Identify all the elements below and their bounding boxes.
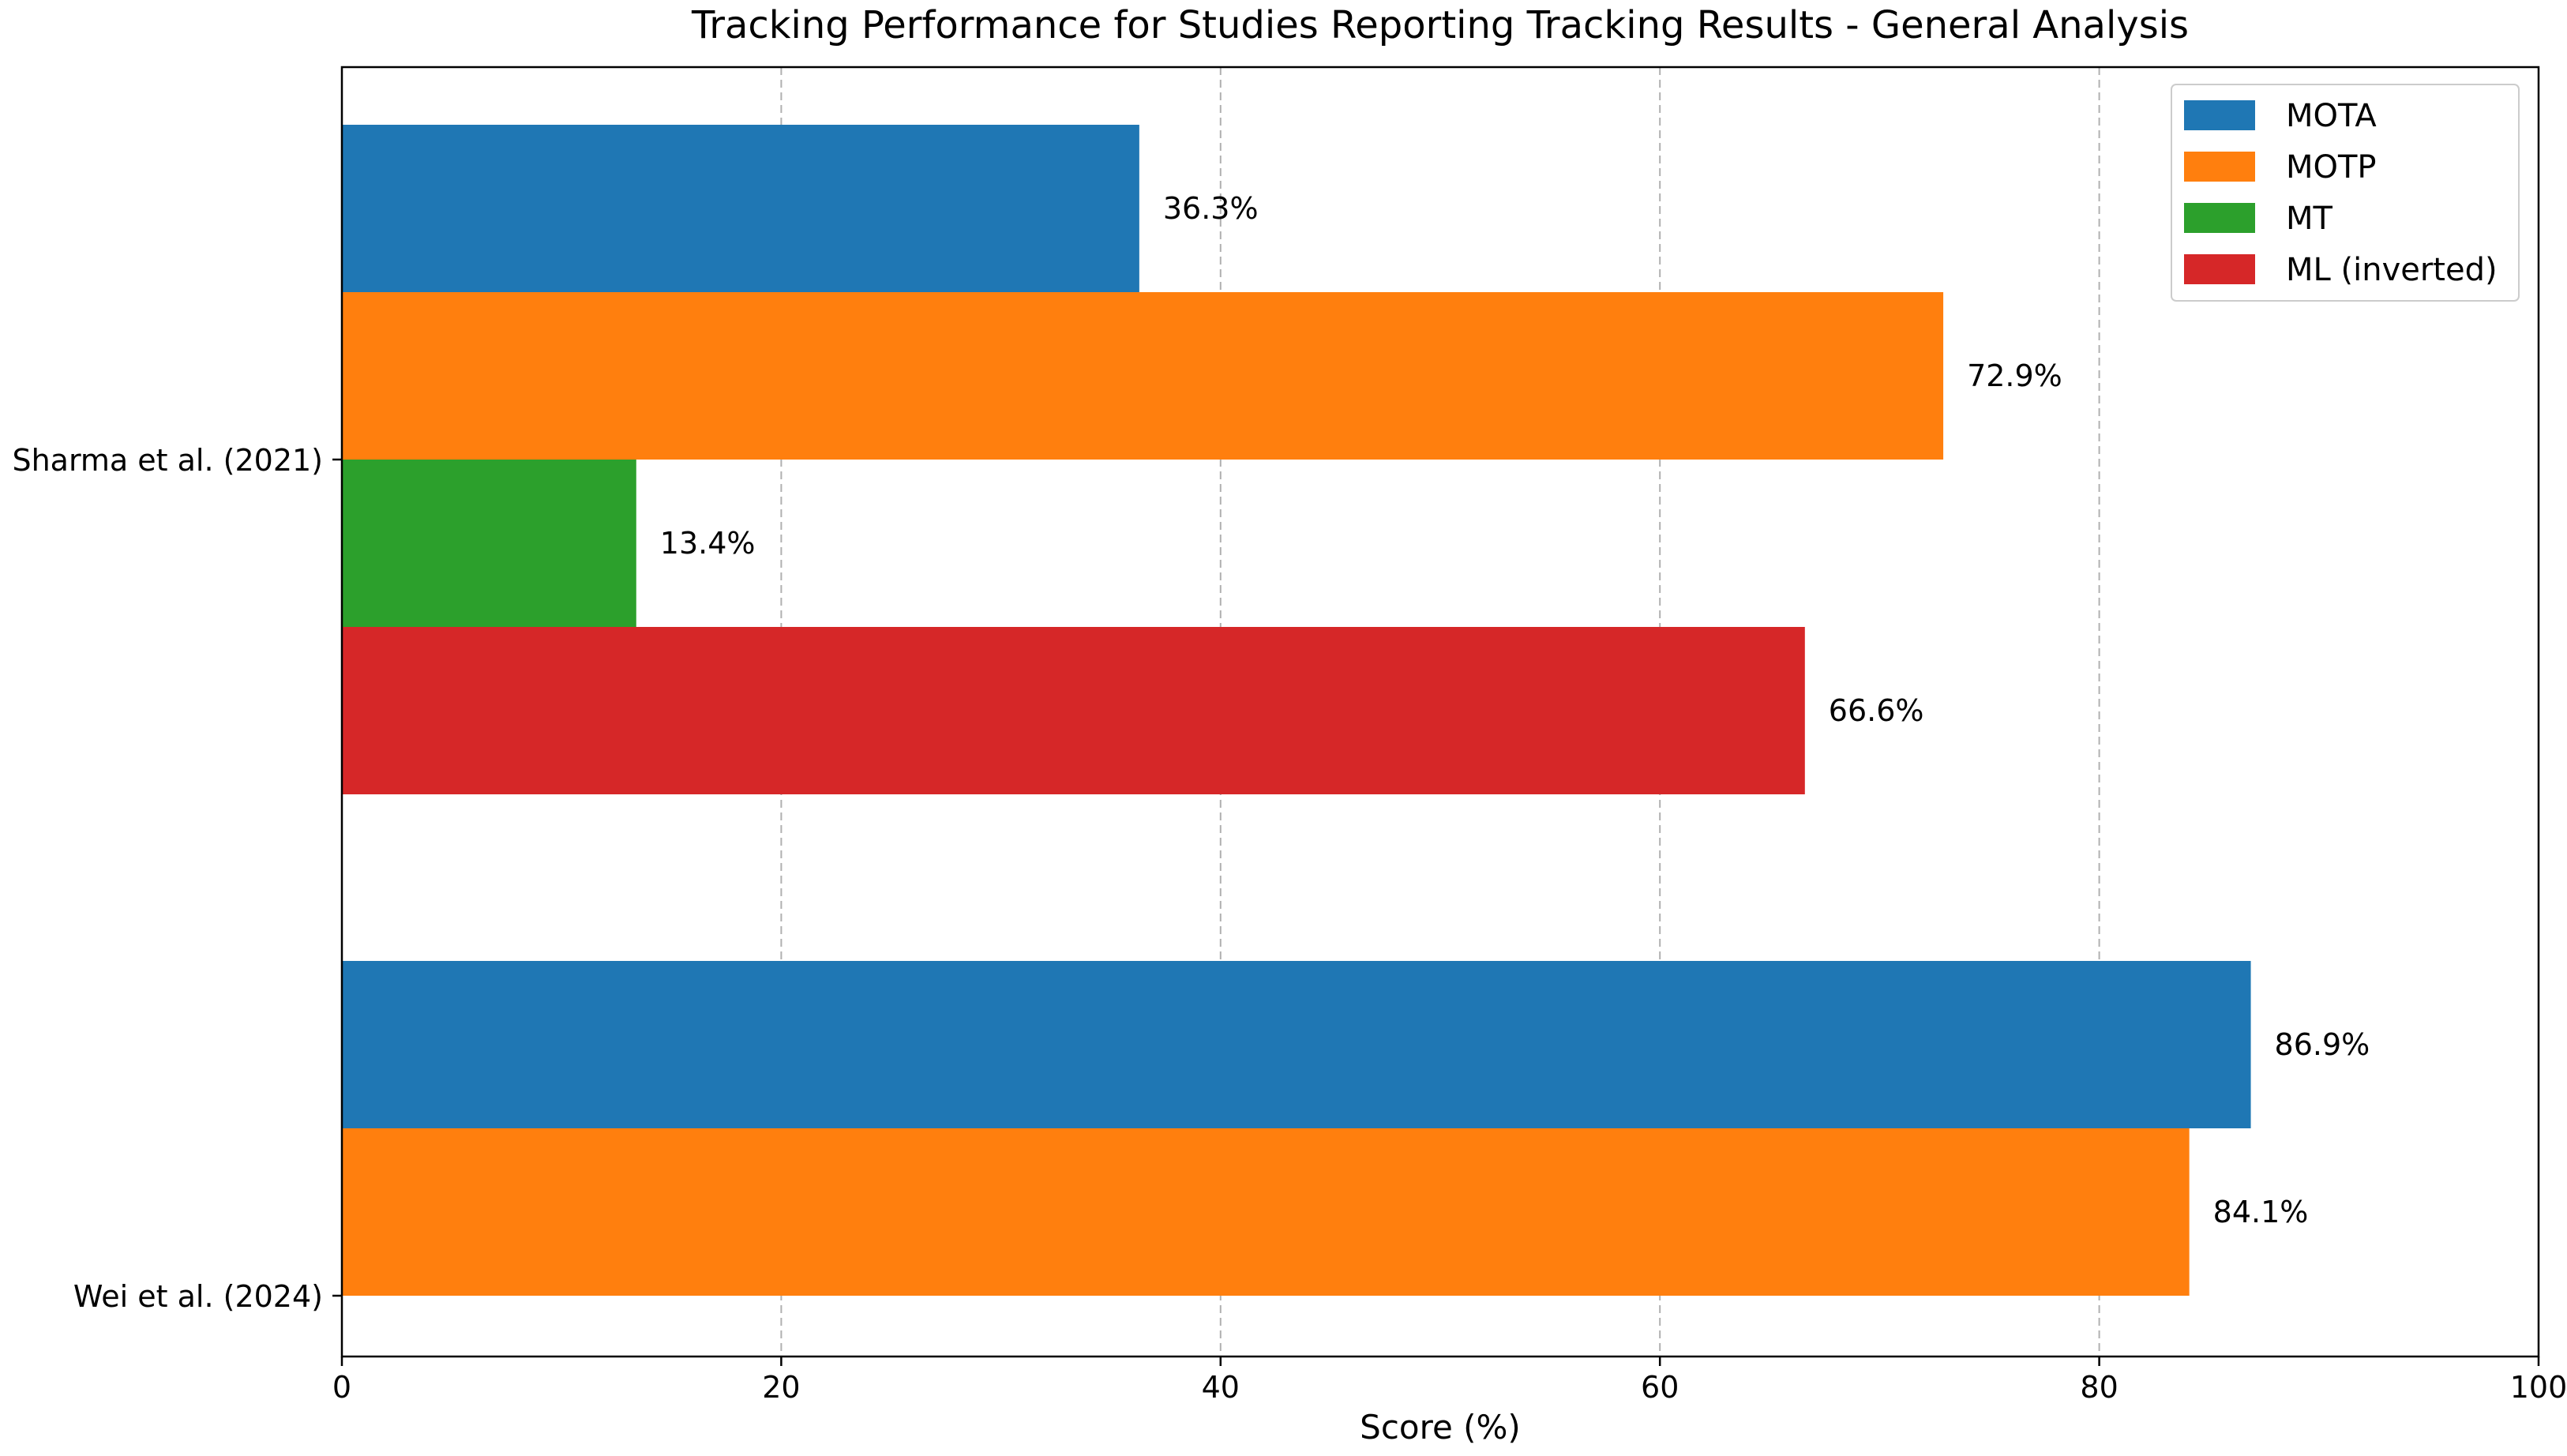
legend: MOTA MOTP MT ML (inverted)	[2171, 84, 2520, 302]
legend-label: MT	[2286, 201, 2333, 237]
x-tick-label: 100	[2510, 1370, 2567, 1405]
bar-value-label: 84.1%	[2213, 1195, 2309, 1229]
bar-mt	[342, 460, 636, 627]
y-tick-label: Wei et al. (2024)	[73, 1279, 323, 1314]
bar-ml-inverted-	[342, 627, 1805, 794]
bars-layer: 36.3% 72.9% 13.4% 66.6% 86.9% 84.1%	[342, 125, 2370, 1296]
legend-swatch-mota	[2184, 100, 2255, 130]
bar-value-label: 72.9%	[1967, 358, 2062, 393]
plot-frame	[340, 66, 2540, 1358]
chart-title: Tracking Performance for Studies Reporti…	[691, 3, 2189, 47]
legend-label: MOTP	[2286, 149, 2377, 186]
bar-value-label: 36.3%	[1163, 191, 1259, 226]
bar-mota	[342, 961, 2251, 1128]
legend-label: ML (inverted)	[2286, 252, 2498, 288]
bar-value-label: 66.6%	[1829, 693, 1924, 728]
legend-box	[2171, 84, 2520, 302]
x-tick-label: 40	[1202, 1370, 1240, 1405]
x-axis-label: Score (%)	[1360, 1408, 1521, 1447]
bar-motp	[342, 1128, 2190, 1296]
y-tick-label: Sharma et al. (2021)	[12, 443, 323, 478]
x-tick-label: 20	[762, 1370, 800, 1405]
x-tick-label: 0	[332, 1370, 351, 1405]
bar-motp	[342, 292, 1944, 460]
legend-swatch-mt	[2184, 203, 2255, 233]
legend-swatch-motp	[2184, 152, 2255, 182]
legend-label: MOTA	[2286, 98, 2377, 134]
bar-value-label: 13.4%	[660, 526, 756, 561]
x-tick-label: 80	[2080, 1370, 2118, 1405]
bar-mota	[342, 125, 1139, 292]
bar-value-label: 86.9%	[2275, 1027, 2370, 1062]
axis-layer: 0 20 40 60 80 100 Sharma et al. (2021) Wei et a…	[12, 443, 2567, 1405]
legend-swatch-ml-inverted-	[2184, 254, 2255, 284]
x-tick-label: 60	[1641, 1370, 1679, 1405]
